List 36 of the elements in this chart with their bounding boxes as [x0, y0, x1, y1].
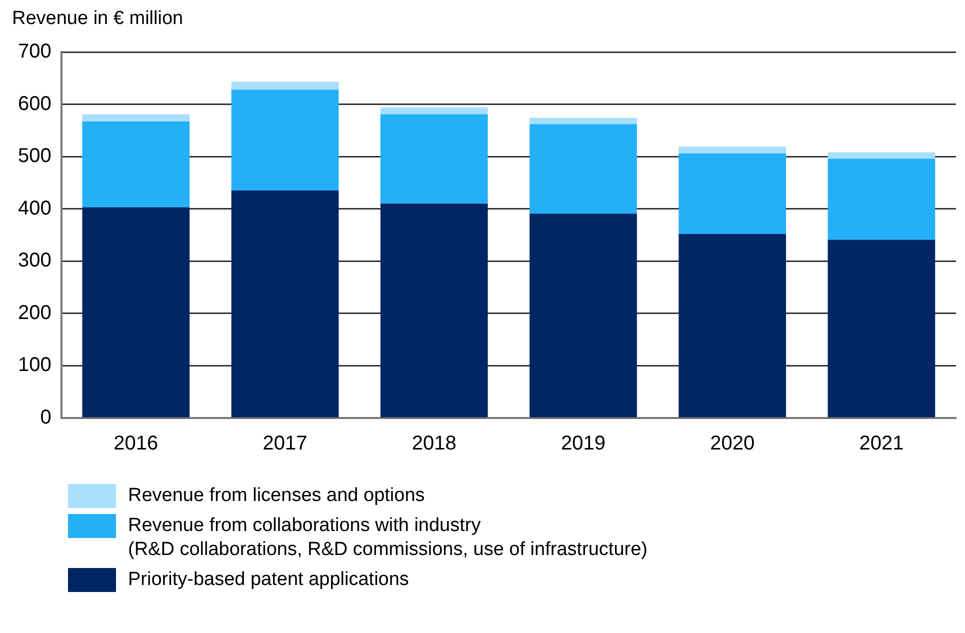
- bar: [231, 90, 339, 191]
- x-tick-label: 2020: [710, 432, 755, 455]
- legend-label: Revenue from collaborations with industry (R&D collaborations, R&D commissions, use of infrastructure): [128, 514, 648, 562]
- y-tick-label: 400: [18, 197, 52, 220]
- bar: [82, 207, 190, 418]
- bar: [231, 190, 339, 418]
- bar: [678, 146, 786, 154]
- bar: [530, 124, 637, 214]
- bar: [380, 204, 488, 418]
- x-tick-label: 2016: [114, 432, 158, 455]
- bar: [231, 82, 339, 90]
- x-tick-label: 2019: [560, 432, 606, 455]
- bar: [82, 122, 190, 208]
- y-tick-label: 100: [18, 354, 52, 376]
- bar: [678, 153, 786, 234]
- legend-label: Priority-based patent applications: [128, 568, 409, 592]
- bar: [530, 118, 637, 124]
- bar: [828, 240, 936, 418]
- bar: [828, 152, 936, 159]
- y-tick-label: 200: [18, 302, 52, 324]
- bar: [380, 114, 488, 204]
- x-tick-label: 2018: [412, 432, 456, 455]
- y-tick-label: 600: [18, 92, 52, 115]
- bar: [530, 214, 637, 418]
- bar: [380, 107, 488, 114]
- bar: [82, 114, 190, 122]
- y-tick-label: 300: [18, 250, 52, 272]
- bar: [678, 234, 786, 418]
- y-tick-label: 700: [18, 40, 52, 63]
- x-tick-label: 2021: [859, 432, 904, 455]
- y-axis-title: Revenue in € million: [12, 8, 184, 30]
- bar: [828, 158, 936, 240]
- legend-label: Revenue from licenses and options: [128, 484, 425, 508]
- x-tick-label: 2017: [262, 432, 308, 455]
- y-tick-label: 0: [40, 406, 52, 429]
- y-tick-label: 500: [18, 145, 52, 168]
